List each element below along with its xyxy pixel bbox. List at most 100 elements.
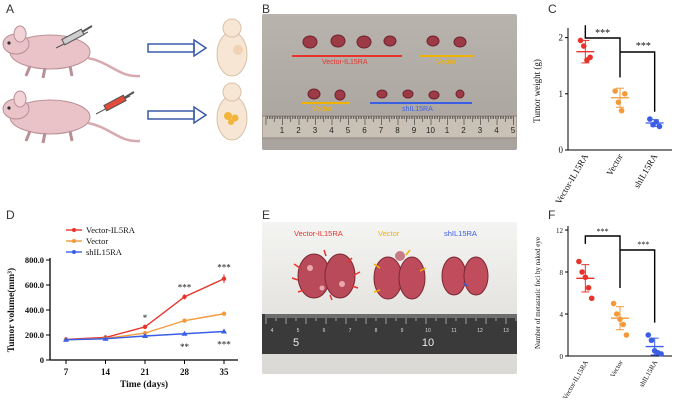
panel-label-e: E (262, 208, 271, 222)
panel-label-f: F (548, 208, 556, 222)
y-axis-label: Tumor volume(mm³) (6, 268, 17, 352)
data-point (612, 88, 618, 94)
ruler-e-number: 11 (451, 328, 456, 334)
ruler-e-number: 9 (401, 328, 404, 334)
significance-bracket (620, 249, 656, 323)
ruler-b-number: 7 (379, 126, 384, 135)
series-point (182, 318, 187, 323)
data-point (577, 37, 584, 44)
legend-marker (72, 228, 76, 232)
label-shil15ra-bottom: shIL15RA (402, 106, 433, 113)
data-point (653, 119, 660, 125)
data-point (656, 123, 663, 130)
ruler-b-number: 5 (346, 126, 351, 135)
lung-1-arrows (291, 249, 361, 301)
series-point (221, 311, 227, 316)
mouse-silhouette-top (216, 18, 248, 77)
arrow-top (147, 38, 208, 58)
ruler-b-number: 1 (280, 126, 285, 135)
lung-1 (297, 253, 356, 299)
chart-c: 0 1 2 Tumor weight (g) Vector-IL15RA Vector sh… (532, 25, 672, 204)
data-point (648, 337, 655, 344)
data-point (587, 54, 593, 61)
label-vector-bottom: Vector (312, 106, 333, 113)
panel-label-a: A (6, 2, 15, 16)
ruler-b-number: 5 (511, 126, 516, 135)
legend-label: Vector (86, 236, 108, 246)
ruler-b-number: 2 (461, 126, 466, 135)
data-point (588, 295, 595, 302)
significance-label: *** (637, 240, 649, 249)
y-tick-label: 200.0 (25, 330, 44, 340)
legend-label: shIL15RA (86, 247, 123, 257)
panel-e-photo: Vector-IL15RA Vector shIL15RA (262, 222, 517, 374)
series-point (221, 276, 227, 281)
y-tick-label: 2 (559, 33, 564, 43)
data-point (618, 107, 625, 114)
ruler-e-number: 13 (503, 328, 509, 334)
y-tick-label: 4 (560, 311, 564, 319)
chart-d: 0 200.0 400.0 600.0 800.0 7 14 21 28 35 Time (days… (6, 225, 238, 390)
syringe-top (55, 25, 93, 49)
series-line (65, 278, 225, 341)
x-tick-label: Vector-IL15RA (553, 152, 590, 204)
ruler-b-number: 4 (494, 126, 499, 135)
ruler-b-number: 1 (445, 126, 450, 135)
y-tick-label: 600.0 (25, 280, 44, 290)
ruler-e-number: 12 (477, 328, 483, 334)
x-tick-label: shIL15RA (632, 152, 660, 190)
y-tick-label: 8 (560, 269, 564, 277)
ruler-b-number: 6 (362, 126, 367, 135)
legend-label: Vector-IL5RA (86, 225, 136, 235)
panel-label-d: D (6, 208, 15, 222)
x-tick-label: 7 (64, 367, 69, 377)
panel-a-schematic (2, 18, 248, 144)
y-tick-label: 12 (556, 227, 564, 235)
ruler-b-number: 9 (412, 126, 417, 135)
label-vector-top: Vector (436, 59, 457, 66)
tumors-bottom-row (307, 88, 465, 101)
legend-marker (72, 250, 76, 254)
label-e-shil15ra: shIL15RA (444, 229, 477, 238)
data-point (576, 258, 582, 265)
x-tick-label: 14 (101, 367, 111, 377)
series-point (102, 335, 109, 341)
lung-3 (441, 256, 489, 296)
ruler-e-number: 5 (297, 328, 300, 334)
arrow-bottom (147, 105, 208, 125)
ruler-e-big-number: 5 (293, 337, 299, 349)
lung-2-arrows (373, 249, 427, 293)
data-point (617, 316, 623, 323)
significance-label: *** (595, 28, 610, 39)
data-point (620, 321, 626, 328)
mouse-bottom (2, 90, 141, 144)
significance-label: *** (597, 227, 609, 236)
x-axis-label: Time (days) (120, 379, 168, 390)
panel-b-content: Vector-IL15RA Vector Vector shIL15RA 1 2 3… (262, 34, 517, 139)
ruler-e-number: 8 (375, 328, 378, 334)
ruler-b-number: 2 (296, 126, 301, 135)
ruler-e-ticks (265, 314, 517, 324)
data-point (582, 274, 589, 281)
data-point (615, 99, 622, 106)
data-point (579, 269, 585, 275)
ruler-b-ticks (265, 116, 514, 125)
y-tick-label: 800.0 (25, 255, 44, 265)
chart-f: 0 4 8 12 Number of metastatic foci by naked … (534, 226, 672, 401)
y-axis-label: Number of metastatic foci by naked eye (534, 237, 542, 349)
significance-bracket (584, 25, 621, 78)
series-point (221, 328, 227, 334)
ruler-b-number: 3 (478, 126, 483, 135)
series-point (142, 333, 148, 338)
legend-marker (72, 239, 76, 243)
label-e-vector-il15ra: Vector-IL15RA (294, 229, 343, 238)
panel-label-b: B (262, 2, 271, 16)
data-point (585, 284, 592, 291)
data-point (614, 311, 620, 317)
mouse-top (2, 25, 141, 79)
ruler-e-number: 7 (349, 328, 352, 334)
panel-e-content: Vector-IL15RA Vector shIL15RA (262, 229, 517, 354)
x-tick-label: 21 (141, 367, 151, 377)
data-point (658, 351, 664, 357)
annotation-bottom: *** (217, 340, 231, 350)
